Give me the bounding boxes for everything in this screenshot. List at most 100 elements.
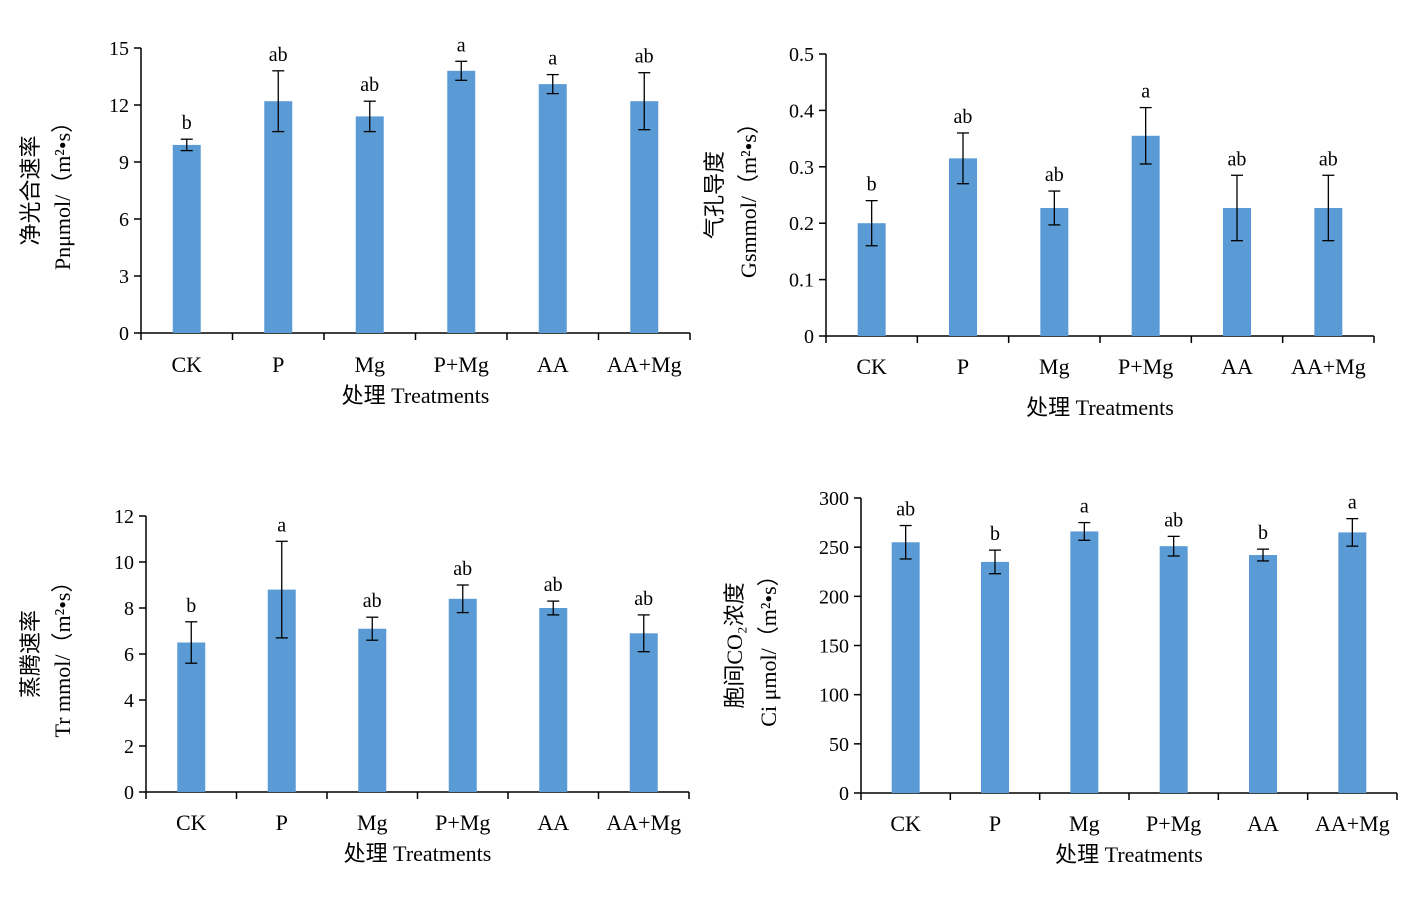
significance-letter: ab	[453, 558, 472, 580]
bar-aa-plus-mg	[629, 633, 658, 792]
significance-letter: ab	[1164, 509, 1183, 531]
bar-mg	[1040, 207, 1069, 336]
bar-aa	[1249, 555, 1277, 793]
significance-letter: b	[1258, 522, 1268, 544]
x-category-label: P+Mg	[435, 810, 490, 835]
bar-p	[981, 561, 1009, 793]
significance-letter: ab	[634, 588, 653, 610]
y-tick-label: 0.3	[789, 157, 814, 179]
y-tick-label: 8	[124, 598, 134, 620]
chart-4: 0 50 100 150 200 250 300 ab CK b Pa Mg ab P+Mg b AA a AA+…	[722, 488, 1398, 867]
significance-letter: ab	[896, 499, 915, 521]
significance-letter: ab	[635, 46, 654, 68]
significance-letter: ab	[954, 106, 973, 128]
x-category-label: CK	[890, 811, 921, 836]
y-tick-label: 0.1	[789, 270, 814, 292]
significance-letter: a	[548, 48, 557, 70]
y-tick-label: 12	[109, 95, 129, 117]
bar-p-plus-mg	[447, 70, 476, 334]
y-tick-label: 50	[829, 734, 849, 756]
bar-mg	[355, 116, 384, 334]
y-axis-title-cn: 蒸腾速率	[18, 610, 43, 698]
significance-letter: ab	[363, 590, 382, 612]
y-axis-title-en: Tr mmol/（m²•s）	[50, 571, 75, 738]
bar-ck	[172, 144, 201, 333]
x-axis-title: 处理 Treatments	[1055, 842, 1203, 867]
bar-ck	[177, 642, 206, 792]
y-tick-label: 300	[819, 488, 849, 510]
significance-letter: a	[277, 514, 286, 536]
x-category-label: Mg	[1039, 354, 1070, 379]
y-tick-label: 0	[839, 783, 849, 805]
y-tick-label: 0.2	[789, 213, 814, 235]
y-tick-label: 12	[114, 506, 134, 528]
y-tick-label: 9	[119, 152, 129, 174]
x-category-label: P	[272, 352, 284, 377]
x-category-label: AA	[537, 810, 569, 835]
bar-p-plus-mg	[448, 598, 477, 792]
significance-letter: a	[1348, 492, 1357, 514]
significance-letter: a	[1141, 81, 1150, 103]
x-category-label: P	[957, 354, 969, 379]
y-axis-title-en: Pnμmol/（m²•s）	[50, 111, 75, 270]
y-tick-label: 200	[819, 586, 849, 608]
x-category-label: Mg	[354, 352, 385, 377]
chart-1: 0 3 6 9 12 15 b CK ab Pab Mg a P+Mg a AA ab AA+Mg 处理 Trea…	[18, 34, 691, 408]
y-tick-label: 250	[819, 537, 849, 559]
significance-letter: b	[186, 595, 196, 617]
x-category-label: CK	[176, 810, 207, 835]
y-tick-label: 4	[124, 690, 134, 712]
x-category-label: P+Mg	[1118, 354, 1173, 379]
y-tick-label: 100	[819, 685, 849, 707]
bar-p-plus-mg	[1159, 546, 1188, 793]
x-axis-title: 处理 Treatments	[1026, 395, 1174, 420]
chart-3: 0 2 4 6 8 10 12 b CK a Pab Mg ab P+Mg ab AA ab AA+Mg 处理 Tr…	[18, 506, 690, 866]
significance-letter: ab	[269, 44, 288, 66]
significance-letter: ab	[1228, 148, 1247, 170]
y-tick-label: 15	[109, 38, 129, 60]
bar-aa	[539, 608, 568, 792]
chart-2: 0 0.1 0.2 0.3 0.4 0.5 b CK ab Pab Mg a P+Mg ab AA ab AA+…	[702, 44, 1375, 420]
bar-mg	[358, 628, 387, 792]
y-axis-title-cn: 气孔导度	[702, 151, 727, 239]
significance-letter: ab	[544, 574, 563, 596]
x-category-label: AA+Mg	[1291, 354, 1366, 379]
x-category-label: AA	[1247, 811, 1279, 836]
x-category-label: AA+Mg	[607, 352, 682, 377]
significance-letter: ab	[360, 74, 379, 96]
x-axis-title: 处理 Treatments	[342, 383, 490, 408]
y-tick-label: 0	[804, 326, 814, 348]
x-category-label: P+Mg	[434, 352, 489, 377]
y-tick-label: 10	[114, 552, 134, 574]
significance-letter: b	[990, 523, 1000, 545]
y-tick-label: 0	[124, 782, 134, 804]
y-tick-label: 0.4	[789, 100, 814, 122]
y-tick-label: 6	[119, 209, 129, 231]
y-tick-label: 150	[819, 636, 849, 658]
significance-letter: b	[867, 174, 877, 196]
y-tick-label: 6	[124, 644, 134, 666]
bar-p	[264, 101, 293, 333]
y-tick-label: 0.5	[789, 44, 814, 66]
significance-letter: a	[1080, 496, 1089, 518]
bar-aa	[538, 84, 567, 333]
significance-letter: ab	[1319, 148, 1338, 170]
x-category-label: AA	[537, 352, 569, 377]
y-tick-label: 0	[119, 323, 129, 345]
x-category-label: AA	[1221, 354, 1253, 379]
x-category-label: AA+Mg	[606, 810, 681, 835]
x-category-label: AA+Mg	[1315, 811, 1390, 836]
x-category-label: P	[989, 811, 1001, 836]
x-category-label: P+Mg	[1146, 811, 1201, 836]
significance-letter: a	[457, 34, 466, 56]
y-axis-title-en: Gsmmol/（m²•s）	[736, 112, 761, 278]
y-tick-label: 2	[124, 736, 134, 758]
significance-letter: b	[182, 112, 192, 134]
bar-aa-plus-mg	[630, 101, 659, 333]
x-axis-title: 处理 Treatments	[344, 841, 492, 866]
bar-mg	[1070, 531, 1099, 793]
x-category-label: CK	[856, 354, 887, 379]
significance-letter: ab	[1045, 164, 1064, 186]
bar-p	[949, 158, 977, 336]
